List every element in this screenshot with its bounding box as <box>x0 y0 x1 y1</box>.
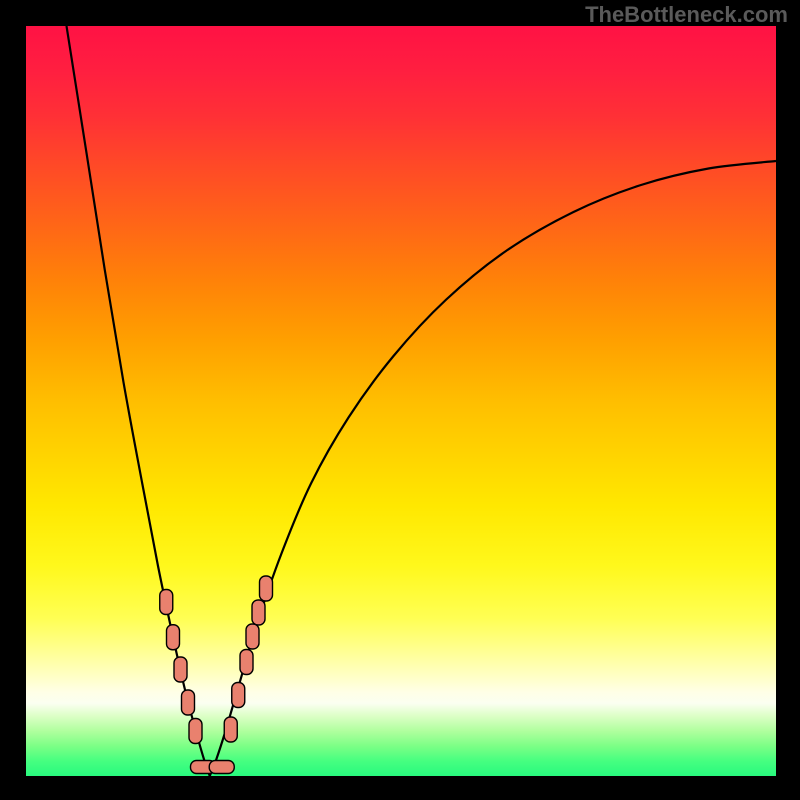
plot-area <box>26 26 776 776</box>
chart-container: TheBottleneck.com <box>0 0 800 800</box>
watermark-text: TheBottleneck.com <box>585 2 788 28</box>
